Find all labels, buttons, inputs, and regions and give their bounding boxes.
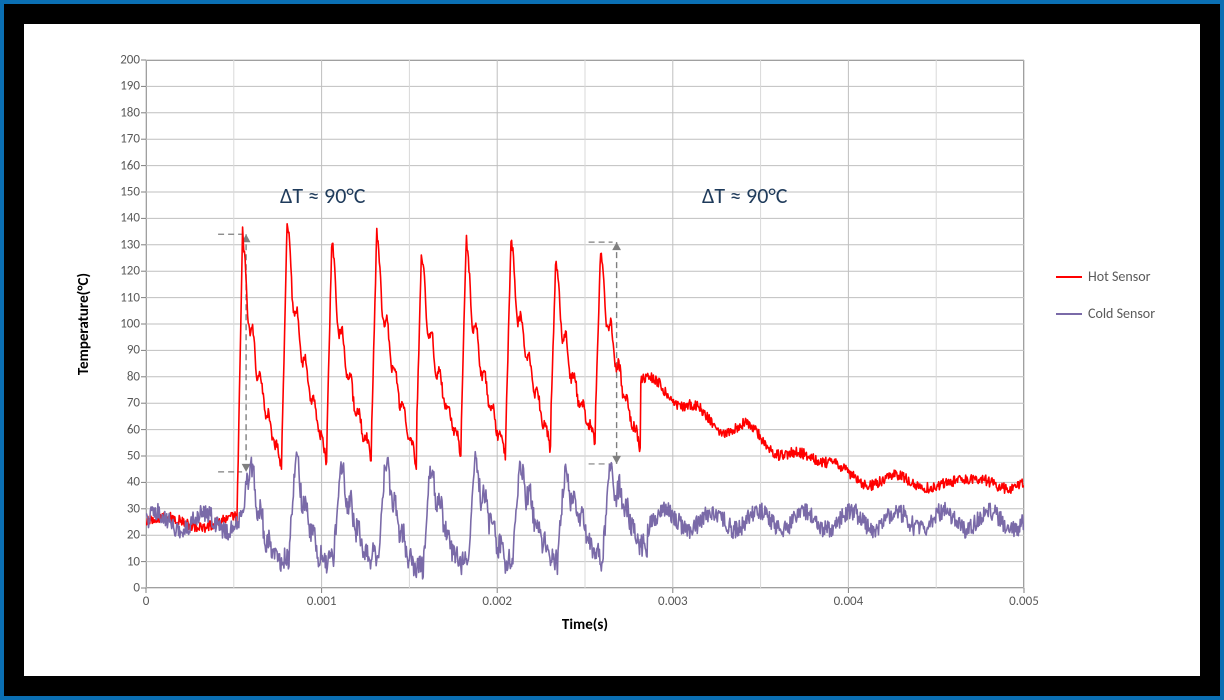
y-tick-label: 150 <box>120 185 146 200</box>
x-tick-label: 0.004 <box>834 588 864 609</box>
series-lines <box>146 60 1024 588</box>
y-tick-label: 200 <box>120 53 146 68</box>
y-tick-label: 10 <box>127 554 146 569</box>
y-tick-label: 130 <box>120 237 146 252</box>
y-tick-label: 140 <box>120 211 146 226</box>
legend-item-hot: Hot Sensor <box>1056 268 1155 285</box>
y-tick-label: 30 <box>127 501 146 516</box>
chart-panel: 0 10 20 30 40 50 60 70 80 90 100 110 120 130 140 150 160… <box>24 24 1200 676</box>
y-tick-label: 180 <box>120 105 146 120</box>
legend-swatch-cold <box>1056 313 1082 315</box>
x-axis-label: Time(s) <box>562 616 608 634</box>
y-tick-label: 100 <box>120 317 146 332</box>
y-axis-label: Temperature(°C) <box>75 273 93 375</box>
y-tick-label: 20 <box>127 528 146 543</box>
y-tick-label: 70 <box>127 396 146 411</box>
y-tick-label: 160 <box>120 158 146 173</box>
legend-swatch-hot <box>1056 276 1082 278</box>
y-tick-label: 90 <box>127 343 146 358</box>
y-tick-label: 110 <box>120 290 146 305</box>
y-tick-label: 40 <box>127 475 146 490</box>
series-cold <box>146 452 1024 579</box>
x-tick-label: 0.002 <box>482 588 512 609</box>
annotation-label: ΔT ≈ 90°C <box>702 182 788 209</box>
legend-item-cold: Cold Sensor <box>1056 305 1155 322</box>
legend: Hot Sensor Cold Sensor <box>1056 268 1155 322</box>
x-tick-label: 0.005 <box>1009 588 1039 609</box>
plot-area: 0102030405060708090100110120130140150160… <box>146 60 1024 588</box>
y-tick-label: 170 <box>120 132 146 147</box>
y-tick-label: 50 <box>127 449 146 464</box>
y-tick-label: 120 <box>120 264 146 279</box>
y-tick-label: 80 <box>127 369 146 384</box>
legend-label: Hot Sensor <box>1088 268 1150 285</box>
y-tick-label: 60 <box>127 422 146 437</box>
legend-label: Cold Sensor <box>1088 305 1155 322</box>
annotation-label: ΔT ≈ 90°C <box>280 182 366 209</box>
x-tick-label: 0.003 <box>658 588 688 609</box>
x-tick-label: 0.001 <box>307 588 337 609</box>
outer-highlight: 0 10 20 30 40 50 60 70 80 90 100 110 120 130 140 150 160… <box>0 0 1224 700</box>
x-tick-label: 0 <box>143 588 150 609</box>
y-tick-label: 190 <box>120 79 146 94</box>
series-hot <box>146 224 1024 532</box>
outer-border: 0 10 20 30 40 50 60 70 80 90 100 110 120 130 140 150 160… <box>4 4 1220 696</box>
